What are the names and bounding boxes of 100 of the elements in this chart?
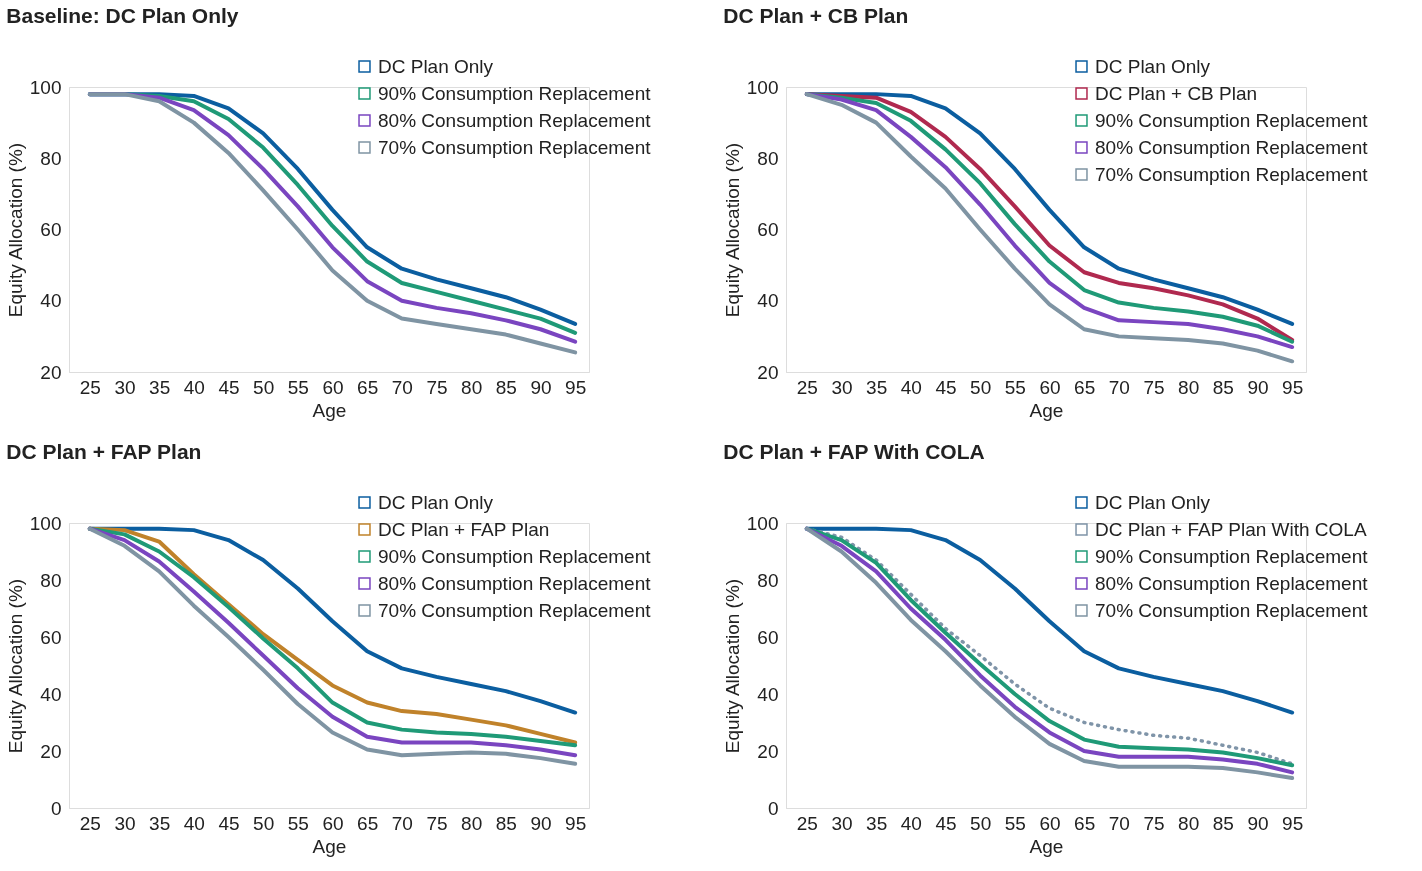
x-tick-label: 30 [114,812,136,834]
x-tick-label: 40 [900,812,922,834]
y-tick-label: 100 [746,512,779,534]
y-tick-label: 100 [746,76,779,98]
x-tick-label: 35 [866,812,888,834]
legend-label: 70% Consumption Replacement [378,599,652,621]
x-tick-label: 40 [183,376,205,398]
legend-label: DC Plan Only [1095,491,1211,513]
x-tick-label: 55 [1004,376,1026,398]
legend-label: 90% Consumption Replacement [1095,545,1369,567]
x-tick-label: 35 [149,376,171,398]
x-tick-label: 70 [1108,812,1130,834]
x-tick-label: 25 [79,376,101,398]
y-tick-label: 20 [40,361,62,383]
x-tick-label: 25 [796,376,818,398]
x-tick-label: 75 [426,376,448,398]
legend-label: DC Plan + FAP Plan With COLA [1095,518,1367,540]
y-tick-label: 100 [29,512,62,534]
x-tick-label: 75 [1143,376,1165,398]
x-axis-title: Age [312,835,347,857]
chart-title: DC Plan + FAP Plan [6,440,202,463]
y-axis-title: Equity Allocation (%) [721,578,743,754]
legend-label: 80% Consumption Replacement [378,572,652,594]
y-tick-label: 20 [757,740,779,762]
y-axis-title: Equity Allocation (%) [4,142,26,318]
chart-title: DC Plan + FAP With COLA [723,440,985,463]
legend-label: 70% Consumption Replacement [1095,599,1369,621]
x-tick-label: 70 [1108,376,1130,398]
x-tick-label: 40 [183,812,205,834]
y-tick-label: 100 [29,76,62,98]
y-tick-label: 60 [757,626,779,648]
x-tick-label: 50 [970,376,992,398]
x-tick-label: 80 [1178,812,1200,834]
x-tick-label: 25 [79,812,101,834]
x-tick-label: 70 [391,812,413,834]
x-tick-label: 55 [1004,812,1026,834]
x-tick-label: 85 [495,812,517,834]
x-tick-label: 90 [530,376,552,398]
y-tick-label: 60 [40,626,62,648]
legend-label: 80% Consumption Replacement [1095,572,1369,594]
y-tick-label: 60 [757,219,779,240]
x-tick-label: 80 [1178,376,1200,398]
legend-label: 90% Consumption Replacement [378,82,652,104]
legend-label: DC Plan + FAP Plan [378,518,550,540]
x-tick-label: 30 [831,812,853,834]
x-tick-label: 75 [426,812,448,834]
x-tick-label: 30 [114,376,136,398]
x-tick-label: 90 [1247,376,1269,398]
x-tick-label: 65 [357,812,379,834]
x-tick-label: 45 [218,812,240,834]
x-tick-label: 95 [565,376,587,398]
x-tick-label: 45 [935,376,957,398]
legend-label: DC Plan + CB Plan [1095,82,1258,104]
x-tick-label: 80 [461,812,483,834]
y-tick-label: 40 [40,290,62,312]
y-tick-label: 0 [767,797,779,819]
y-tick-label: 40 [757,290,779,312]
x-tick-label: 60 [322,812,344,834]
y-tick-label: 80 [40,569,62,591]
y-tick-label: 20 [757,361,779,383]
x-tick-label: 95 [1282,376,1304,398]
y-tick-label: 20 [40,740,62,762]
x-tick-label: 40 [900,376,922,398]
x-tick-label: 60 [322,376,344,398]
y-tick-label: 80 [757,569,779,591]
legend-label: 70% Consumption Replacement [1095,163,1369,185]
x-tick-label: 60 [1039,812,1061,834]
chart-title: DC Plan + CB Plan [723,4,909,27]
x-tick-label: 55 [287,812,309,834]
chart-title: Baseline: DC Plan Only [6,4,239,27]
legend-label: DC Plan Only [378,55,494,77]
legend-label: 90% Consumption Replacement [1095,109,1369,131]
x-tick-label: 50 [253,812,275,834]
y-tick-label: 80 [757,147,779,169]
x-axis-title: Age [312,399,347,421]
legend-label: 90% Consumption Replacement [378,545,652,567]
x-tick-label: 35 [866,376,888,398]
legend-label: 70% Consumption Replacement [378,136,652,158]
x-tick-label: 65 [357,376,379,398]
x-tick-label: 55 [287,376,309,398]
y-axis-title: Equity Allocation (%) [721,142,743,318]
x-tick-label: 85 [1212,376,1234,398]
x-tick-label: 45 [218,376,240,398]
y-tick-label: 40 [757,683,779,705]
x-tick-label: 80 [461,376,483,398]
x-tick-label: 25 [796,812,818,834]
x-axis-title: Age [1029,399,1064,421]
y-tick-label: 0 [50,797,62,819]
legend-label: DC Plan Only [1095,55,1211,77]
y-tick-label: 80 [40,147,62,169]
x-tick-label: 85 [1212,812,1234,834]
x-tick-label: 45 [935,812,957,834]
x-tick-label: 35 [149,812,171,834]
x-tick-label: 65 [1074,376,1096,398]
legend-label: 80% Consumption Replacement [1095,136,1369,158]
x-axis-title: Age [1029,835,1064,857]
x-tick-label: 65 [1074,812,1096,834]
legend-label: 80% Consumption Replacement [378,109,652,131]
x-tick-label: 95 [1282,812,1304,834]
x-tick-label: 70 [391,376,413,398]
